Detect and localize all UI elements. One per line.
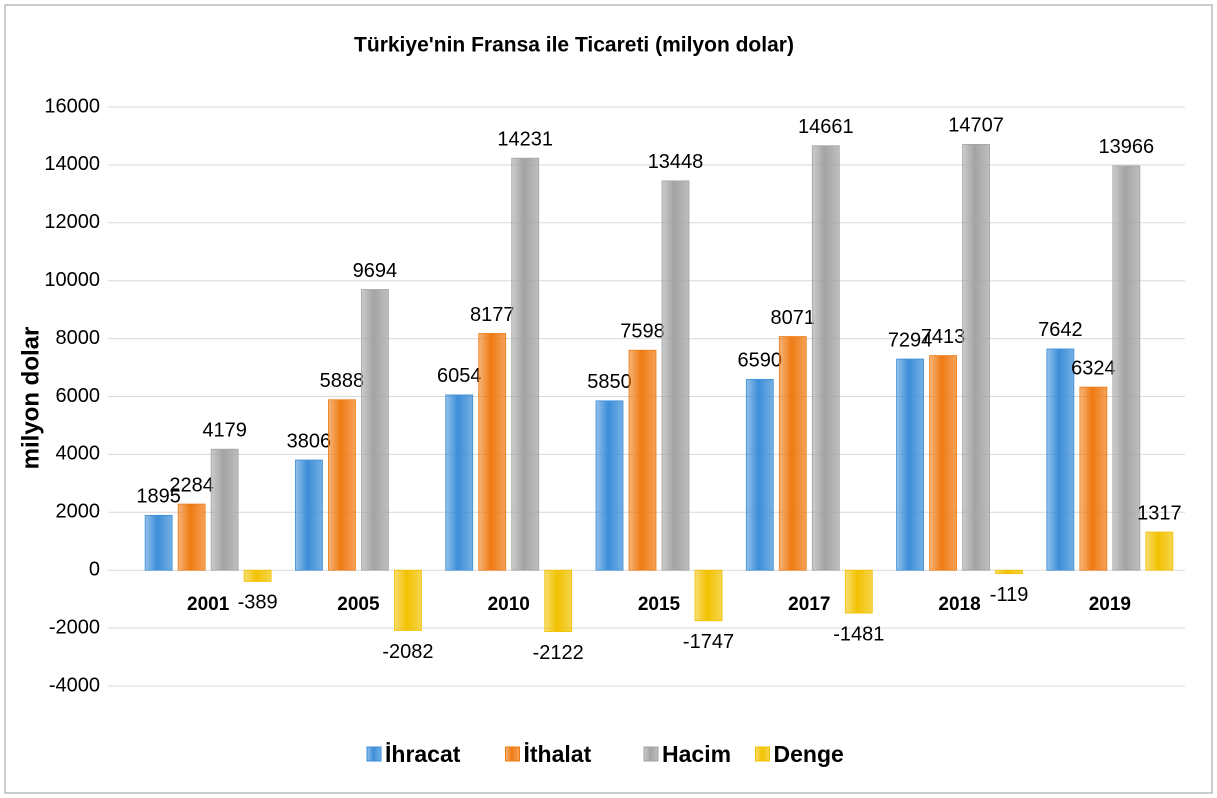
- value-label: 7598: [620, 321, 665, 343]
- chart-border: [4, 4, 1213, 794]
- bar: [177, 503, 206, 571]
- bar: [478, 333, 507, 571]
- x-tick-label: 2019: [1089, 594, 1131, 615]
- value-label: 5888: [320, 370, 365, 392]
- value-label: 1895: [136, 486, 181, 508]
- value-label: -1747: [683, 631, 734, 653]
- value-label: -389: [238, 592, 278, 614]
- value-label: 13448: [648, 151, 704, 173]
- y-tick-label: 16000: [44, 95, 100, 117]
- legend-swatch: [505, 746, 520, 762]
- y-axis-label: milyon dolar: [17, 327, 44, 470]
- x-tick-label: 2010: [488, 594, 530, 615]
- value-label: -2082: [382, 641, 433, 663]
- value-label: 7294: [888, 329, 933, 351]
- y-tick-label: 6000: [56, 385, 101, 407]
- bar: [361, 289, 389, 571]
- y-tick-label: 0: [89, 558, 100, 580]
- bar: [1112, 165, 1141, 571]
- value-label: 6054: [437, 365, 482, 387]
- x-tick-label: 2001: [187, 594, 230, 615]
- value-label: 9694: [353, 260, 398, 282]
- value-label: 13966: [1099, 136, 1155, 158]
- value-label: 6324: [1071, 357, 1116, 379]
- bar: [595, 400, 624, 571]
- legend-swatch: [755, 746, 770, 762]
- bar: [1079, 386, 1108, 571]
- y-tick-label: 8000: [56, 327, 101, 349]
- y-tick-label: 12000: [44, 211, 100, 233]
- bar: [544, 569, 573, 633]
- value-label: 14661: [798, 116, 854, 138]
- y-tick-label: 4000: [56, 443, 101, 465]
- value-label: 14707: [948, 115, 1004, 137]
- bar: [511, 157, 540, 571]
- value-label: -119: [990, 584, 1029, 606]
- value-label: -1481: [833, 623, 884, 645]
- value-label: 4179: [202, 419, 247, 441]
- value-label: 2284: [169, 474, 214, 496]
- legend-label: İthalat: [524, 741, 592, 767]
- bar: [661, 180, 690, 571]
- bar: [745, 379, 774, 571]
- y-tick-label: -4000: [49, 674, 100, 696]
- x-tick-label: 2005: [337, 594, 380, 615]
- legend-label: Hacim: [662, 741, 731, 767]
- value-label: 3806: [287, 430, 332, 452]
- legend-label: Denge: [774, 741, 844, 767]
- bar: [694, 569, 723, 622]
- y-tick-label: -2000: [49, 616, 100, 638]
- bar: [962, 144, 990, 571]
- y-tick-label: 2000: [56, 501, 101, 523]
- value-label: 1317: [1137, 502, 1182, 524]
- bar: [210, 448, 239, 571]
- bar: [844, 569, 873, 614]
- bar: [778, 336, 807, 571]
- value-label: 5850: [587, 371, 632, 393]
- y-tick-label: 10000: [44, 269, 100, 291]
- value-label: 7642: [1038, 319, 1083, 341]
- bar: [628, 349, 657, 571]
- bar: [144, 514, 173, 571]
- chart-title: Türkiye'nin Fransa ile Ticareti (milyon …: [354, 34, 794, 57]
- bar: [1145, 531, 1174, 571]
- bar: [995, 569, 1023, 575]
- legend-swatch: [643, 746, 659, 762]
- x-tick-label: 2017: [788, 594, 830, 615]
- bar: [445, 394, 474, 571]
- bar: [295, 459, 323, 571]
- value-label: 7413: [921, 326, 966, 348]
- legend-label: İhracat: [385, 741, 461, 767]
- x-tick-label: 2015: [638, 594, 681, 615]
- value-label: 8177: [470, 304, 515, 326]
- bar: [811, 145, 840, 571]
- value-label: 6590: [738, 350, 783, 372]
- value-label: -2122: [533, 642, 584, 664]
- value-label: 14231: [497, 128, 553, 150]
- x-tick-label: 2018: [938, 594, 980, 615]
- bar: [896, 358, 924, 571]
- bar: [394, 569, 422, 631]
- legend-swatch: [366, 746, 382, 762]
- bar: [1046, 348, 1075, 571]
- value-label: 8071: [771, 307, 816, 329]
- bar: [328, 399, 356, 571]
- bar: [929, 355, 957, 571]
- bar: [243, 569, 272, 582]
- y-tick-label: 14000: [44, 153, 100, 175]
